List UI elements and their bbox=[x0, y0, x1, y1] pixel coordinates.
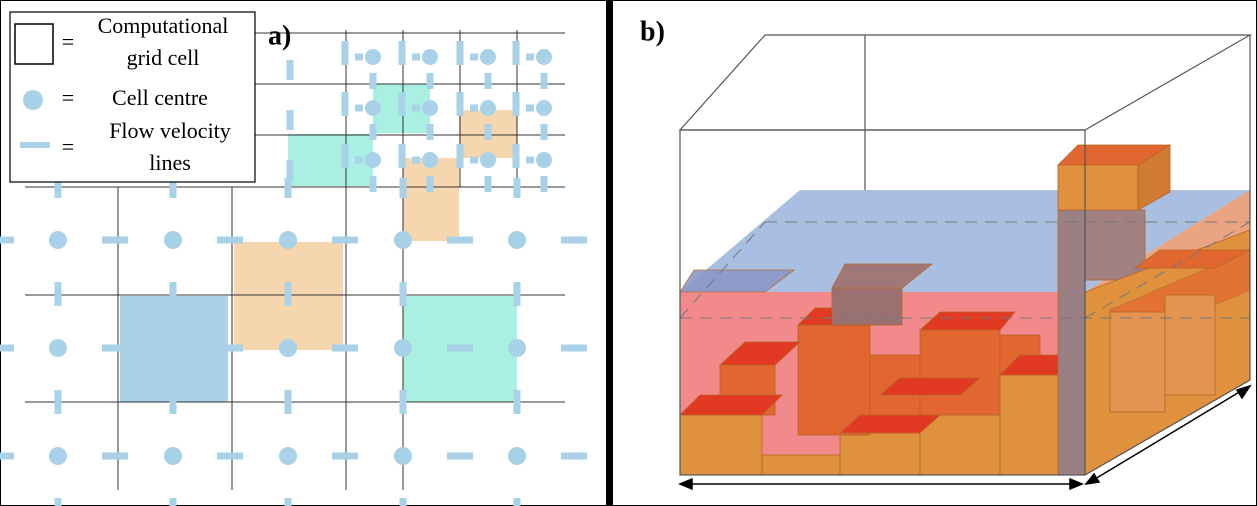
legend-sign: = bbox=[62, 134, 74, 159]
panel-label: a) bbox=[268, 20, 291, 51]
cell-centre bbox=[422, 152, 438, 168]
cell-centre bbox=[536, 49, 552, 65]
cell-centre bbox=[422, 100, 438, 116]
cell-centre bbox=[164, 231, 182, 249]
cell-centre bbox=[164, 447, 182, 465]
page: b) = Computational grid cell = Cell centre = F… bbox=[0, 0, 1257, 506]
cell-centre bbox=[279, 447, 297, 465]
cell-centre bbox=[536, 152, 552, 168]
cell-centre bbox=[480, 49, 496, 65]
legend-sign: = bbox=[62, 29, 74, 54]
cell-centre bbox=[49, 339, 67, 357]
legend-label: Computational bbox=[98, 13, 229, 38]
panel-label: b) bbox=[640, 16, 665, 47]
cell-centre bbox=[480, 152, 496, 168]
legend-label: Flow velocity bbox=[109, 118, 231, 143]
cell-centre bbox=[164, 339, 182, 357]
cell-centre bbox=[394, 339, 412, 357]
cell-centre bbox=[279, 231, 297, 249]
cell-centre bbox=[536, 100, 552, 116]
cell-centre bbox=[394, 447, 412, 465]
cell-centre bbox=[49, 231, 67, 249]
legend-label: Cell centre bbox=[112, 85, 208, 110]
legend-label: grid cell bbox=[127, 45, 200, 70]
legend-symbol bbox=[23, 90, 43, 110]
cell-fill bbox=[403, 158, 459, 241]
cell-centre bbox=[365, 100, 381, 116]
cell-centre bbox=[49, 447, 67, 465]
legend: = Computational grid cell = Cell centre = Flow… bbox=[10, 12, 255, 182]
legend-sign: = bbox=[62, 85, 74, 110]
cell-centre bbox=[394, 231, 412, 249]
cell-centre bbox=[508, 339, 526, 357]
cell-centre bbox=[508, 231, 526, 249]
legend-label: lines bbox=[149, 150, 191, 175]
cell-centre bbox=[279, 339, 297, 357]
cell-centre bbox=[365, 152, 381, 168]
figure: b) = Computational grid cell = Cell centre = F… bbox=[0, 0, 1257, 506]
cell-centre bbox=[480, 100, 496, 116]
cell-centre bbox=[508, 447, 526, 465]
cell-centre bbox=[365, 49, 381, 65]
cell-centre bbox=[422, 49, 438, 65]
divider bbox=[606, 0, 613, 506]
